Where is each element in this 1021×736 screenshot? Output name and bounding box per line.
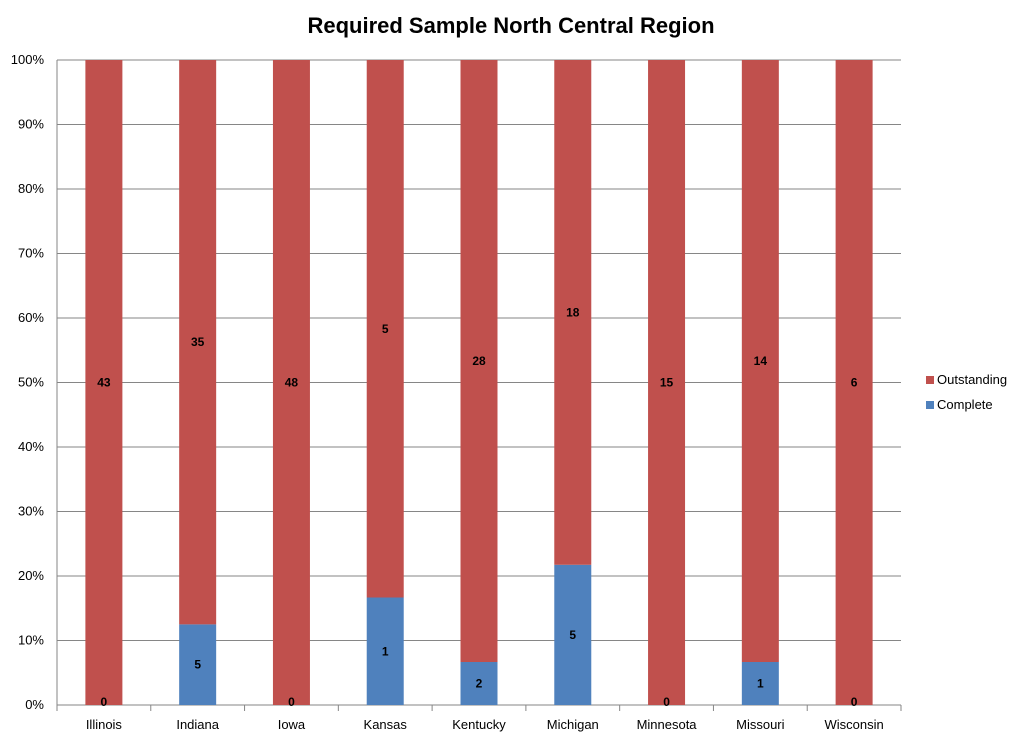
bar-complete-kentucky — [460, 662, 498, 705]
x-tick-label: Kansas — [364, 717, 408, 732]
data-label-complete-wisconsin: 0 — [851, 695, 858, 709]
data-label-outstanding-michigan: 18 — [566, 305, 580, 319]
bar-outstanding-minnesota — [648, 60, 686, 705]
bar-outstanding-missouri — [741, 60, 779, 662]
bar-outstanding-kentucky — [460, 60, 498, 662]
y-tick-label: 50% — [18, 375, 44, 390]
bar-outstanding-iowa — [272, 60, 310, 705]
y-tick-label: 20% — [18, 568, 44, 583]
x-tick-label: Kentucky — [452, 717, 506, 732]
bar-outstanding-indiana — [179, 60, 217, 625]
y-tick-label: 90% — [18, 117, 44, 132]
y-tick-label: 10% — [18, 633, 44, 648]
x-tick-label: Michigan — [547, 717, 599, 732]
bar-complete-indiana — [179, 624, 217, 705]
data-label-outstanding-iowa: 48 — [285, 376, 299, 390]
bar-outstanding-kansas — [366, 60, 404, 598]
legend-label-complete: Complete — [937, 397, 993, 412]
x-tick-label: Iowa — [278, 717, 306, 732]
y-tick-label: 100% — [11, 52, 45, 67]
y-tick-label: 0% — [25, 697, 44, 712]
legend: Outstanding Complete — [926, 372, 1007, 412]
chart-title: Required Sample North Central Region — [307, 13, 714, 38]
bar-outstanding-wisconsin — [835, 60, 873, 705]
data-label-complete-indiana: 5 — [194, 658, 201, 672]
legend-swatch-complete — [926, 401, 934, 409]
x-axis-ticks: Illinois Indiana Iowa Kansas Kentucky Michiga… — [56, 705, 902, 732]
data-label-outstanding-indiana: 35 — [191, 335, 205, 349]
data-label-complete-minnesota: 0 — [663, 695, 670, 709]
x-tick-label: Illinois — [86, 717, 123, 732]
data-label-outstanding-missouri: 14 — [754, 354, 768, 368]
bars — [85, 60, 873, 705]
x-tick-label: Wisconsin — [824, 717, 883, 732]
data-label-outstanding-kansas: 5 — [382, 322, 389, 336]
data-label-outstanding-wisconsin: 6 — [851, 376, 858, 390]
data-label-complete-kansas: 1 — [382, 644, 389, 658]
legend-swatch-outstanding — [926, 376, 934, 384]
x-tick-label: Indiana — [176, 717, 219, 732]
data-label-outstanding-minnesota: 15 — [660, 376, 674, 390]
y-tick-label: 40% — [18, 439, 44, 454]
bar-outstanding-michigan — [554, 60, 592, 565]
y-tick-label: 80% — [18, 181, 44, 196]
bar-complete-missouri — [741, 662, 779, 705]
data-label-complete-michigan: 5 — [569, 628, 576, 642]
x-tick-label: Missouri — [736, 717, 785, 732]
bar-complete-michigan — [554, 564, 592, 705]
data-label-complete-missouri: 1 — [757, 677, 764, 691]
x-tick-label: Minnesota — [637, 717, 698, 732]
y-tick-label: 70% — [18, 246, 44, 261]
bar-complete-kansas — [366, 597, 404, 705]
legend-label-outstanding: Outstanding — [937, 372, 1007, 387]
data-label-outstanding-kentucky: 28 — [472, 354, 486, 368]
data-label-outstanding-illinois: 43 — [97, 376, 111, 390]
data-label-complete-kentucky: 2 — [476, 677, 483, 691]
data-label-complete-iowa: 0 — [288, 695, 295, 709]
y-tick-label: 30% — [18, 504, 44, 519]
data-label-complete-illinois: 0 — [101, 695, 108, 709]
bar-outstanding-illinois — [85, 60, 123, 705]
y-axis-ticks: 0% 10% 20% 30% 40% 50% 60% 70% 80% 90% 100% — [11, 52, 45, 712]
y-tick-label: 60% — [18, 310, 44, 325]
